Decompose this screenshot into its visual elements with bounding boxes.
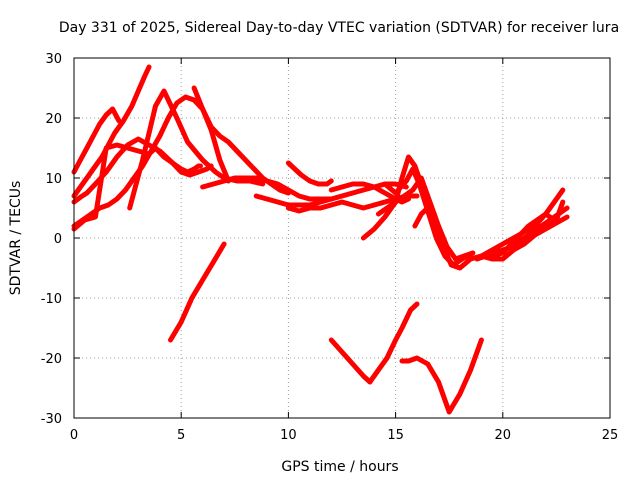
series-line-pass-23 bbox=[399, 337, 484, 415]
series-line-pass-21 bbox=[168, 241, 227, 343]
x-axis-label: GPS time / hours bbox=[281, 459, 398, 475]
y-tick-label: 10 bbox=[45, 172, 62, 187]
x-tick-label: 20 bbox=[495, 428, 512, 443]
series-line-pass-5 bbox=[71, 142, 214, 232]
x-tick-label: 25 bbox=[602, 428, 619, 443]
series-line-pass-14 bbox=[375, 175, 476, 262]
series-line-pass-20 bbox=[511, 199, 566, 253]
grid bbox=[74, 58, 610, 418]
series-line-pass-3 bbox=[71, 136, 203, 205]
chart-title: Day 331 of 2025, Sidereal Day-to-day VTE… bbox=[59, 20, 619, 36]
series-line-pass-16 bbox=[412, 205, 437, 229]
y-tick-label: -20 bbox=[41, 352, 62, 367]
plot-area bbox=[71, 64, 570, 415]
y-tick-label: -10 bbox=[41, 292, 62, 307]
x-tick-label: 5 bbox=[177, 428, 185, 443]
series-line-pass-1 bbox=[71, 106, 122, 175]
series-line-pass-6 bbox=[127, 88, 266, 211]
series-line-pass-8 bbox=[200, 175, 334, 202]
y-axis-label: SDTVAR / TECUs bbox=[8, 181, 24, 296]
series-line-pass-11 bbox=[285, 160, 334, 187]
series-line-pass-13 bbox=[360, 154, 570, 271]
series-line-pass-9 bbox=[253, 181, 409, 208]
y-tick-label: 0 bbox=[54, 232, 62, 247]
x-tick-label: 15 bbox=[387, 428, 404, 443]
y-tick-label: -30 bbox=[41, 412, 62, 427]
y-tick-label: 30 bbox=[45, 52, 62, 67]
series-line-pass-22 bbox=[328, 301, 420, 385]
axis-ticks: 0 5 10 15 20 25 -30 -20 -10 0 10 20 30 bbox=[41, 52, 619, 443]
series-line-pass-19 bbox=[489, 211, 557, 259]
x-tick-label: 0 bbox=[70, 428, 78, 443]
x-tick-label: 10 bbox=[280, 428, 297, 443]
series-line-pass-2 bbox=[71, 64, 152, 199]
y-tick-label: 20 bbox=[45, 112, 62, 127]
